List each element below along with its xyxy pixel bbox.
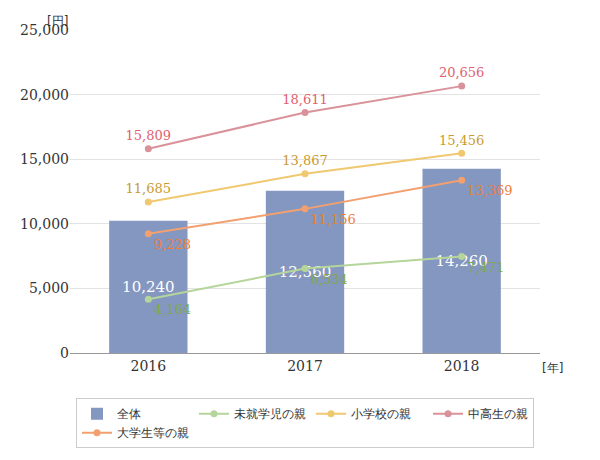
svg-text:15,000: 15,000 — [20, 151, 69, 167]
svg-text:未就学児の親: 未就学児の親 — [234, 407, 306, 421]
svg-text:11,685: 11,685 — [126, 181, 172, 196]
svg-text:9,228: 9,228 — [154, 237, 191, 252]
svg-text:2016: 2016 — [131, 358, 167, 374]
svg-text:小学校の親: 小学校の親 — [351, 407, 411, 421]
svg-text:10,240: 10,240 — [122, 278, 174, 296]
svg-text:6,534: 6,534 — [310, 272, 347, 287]
svg-text:7,471: 7,471 — [467, 260, 504, 275]
svg-text:2017: 2017 — [287, 358, 323, 374]
svg-text:全体: 全体 — [117, 407, 141, 421]
svg-text:10,000: 10,000 — [20, 216, 69, 232]
svg-text:0: 0 — [60, 345, 69, 361]
svg-text:20,656: 20,656 — [439, 65, 485, 80]
svg-text:中高生の親: 中高生の親 — [468, 407, 528, 421]
svg-text:25,000: 25,000 — [20, 22, 69, 38]
svg-text:[円]: [円] — [47, 14, 68, 28]
svg-text:2018: 2018 — [444, 358, 480, 374]
svg-text:4,164: 4,164 — [154, 302, 191, 317]
svg-text:[年]: [年] — [542, 361, 563, 375]
svg-text:14,260: 14,260 — [435, 252, 488, 270]
svg-text:15,809: 15,809 — [126, 128, 172, 143]
svg-text:15,456: 15,456 — [439, 133, 485, 148]
svg-text:18,611: 18,611 — [282, 92, 328, 107]
svg-text:11,156: 11,156 — [310, 212, 356, 227]
svg-text:5,000: 5,000 — [29, 280, 69, 296]
svg-text:20,000: 20,000 — [20, 87, 69, 103]
svg-text:12,560: 12,560 — [279, 263, 332, 281]
svg-text:13,867: 13,867 — [282, 153, 328, 168]
svg-text:13,369: 13,369 — [467, 183, 513, 198]
svg-text:大学生等の親: 大学生等の親 — [117, 426, 189, 440]
